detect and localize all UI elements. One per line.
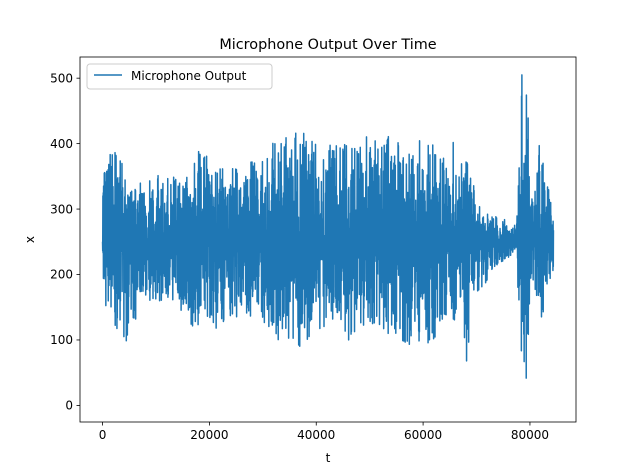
y-tick-label: 400	[50, 137, 73, 151]
legend-box	[86, 63, 273, 90]
legend: Microphone Output	[86, 63, 273, 90]
series-layer	[101, 74, 555, 379]
y-tick-label: 100	[50, 333, 73, 347]
x-tick-label: 0	[99, 428, 107, 442]
plot-frame	[79, 56, 577, 423]
x-axis-label: t	[326, 451, 331, 465]
x-tick-label: 60000	[404, 428, 442, 442]
x-axis-ticks: 0 20000 40000 60000 80000	[99, 422, 549, 442]
y-tick-label: 300	[50, 202, 73, 216]
x-tick-label: 80000	[511, 428, 549, 442]
y-tick-label: 500	[50, 71, 73, 85]
y-axis-ticks: 0 100 200 300 400 500	[50, 71, 80, 413]
chart-title: Microphone Output Over Time	[219, 37, 436, 53]
series-line-microphone-output	[101, 74, 555, 379]
y-axis-label: x	[23, 236, 37, 243]
x-tick-label: 40000	[297, 428, 335, 442]
legend-entry-microphone-output: Microphone Output	[131, 69, 247, 83]
y-tick-label: 0	[65, 399, 73, 413]
x-tick-label: 20000	[190, 428, 228, 442]
y-tick-label: 200	[50, 268, 73, 282]
